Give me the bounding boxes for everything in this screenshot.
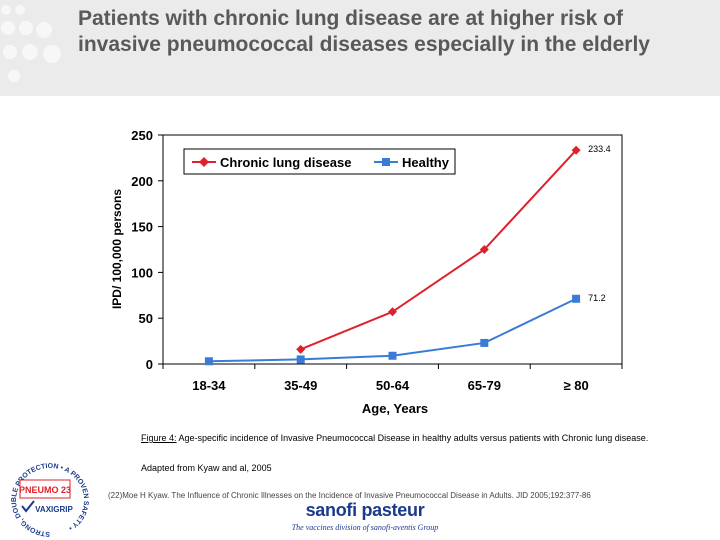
- series-layer: 233.4 71.2: [204, 144, 611, 366]
- data-point-square: [204, 357, 213, 366]
- pneumo-badge: [19, 479, 71, 499]
- y-axis-title: IPD/ 100,000 persons: [110, 189, 124, 309]
- x-tick-label: 50-64: [376, 378, 410, 393]
- data-point-diamond: [388, 307, 397, 317]
- x-tick-label: 18-34: [192, 378, 226, 393]
- x-tick-label: 35-49: [284, 378, 317, 393]
- legend-marker-healthy: [382, 158, 390, 166]
- series-line-0: [300, 149, 577, 351]
- reference-citation: (22)Moe H Kyaw. The Influence of Chronic…: [108, 491, 591, 500]
- decorative-dots: [1, 5, 61, 82]
- y-axis: 0 50 100 150 200 250: [131, 128, 164, 372]
- pneumo-logo-text: PNEUMO 23: [19, 485, 71, 495]
- legend-marker-chronic: [199, 157, 209, 167]
- data-point-diamond: [479, 245, 489, 254]
- title-band: [0, 0, 720, 96]
- data-point-diamond: [571, 145, 581, 155]
- chart-legend: Chronic lung disease Healthy: [183, 148, 456, 175]
- pneumo-vaxigrip-logo: STRONG, DOUBLE PROTECTION • A PROVEN SAF…: [11, 463, 89, 537]
- vaxigrip-logo-text: VAXIGRIP: [35, 505, 73, 514]
- data-point-square: [572, 294, 581, 303]
- legend-label-healthy: Healthy: [402, 155, 450, 170]
- sanofi-name: sanofi pasteur: [305, 500, 425, 520]
- data-point-square: [296, 355, 305, 364]
- slide-title: Patients with chronic lung disease are a…: [78, 7, 650, 56]
- figure-number: Figure 4:: [141, 433, 177, 443]
- y-tick-label: 150: [131, 220, 153, 235]
- sanofi-pasteur-logo: sanofi pasteur The vaccines division of …: [290, 500, 440, 532]
- y-tick-label: 100: [131, 265, 153, 280]
- y-tick-label: 50: [139, 311, 153, 326]
- legend-label-chronic: Chronic lung disease: [220, 155, 351, 170]
- data-point-square: [480, 338, 489, 347]
- y-tick-label: 250: [131, 128, 153, 143]
- x-tick-label: ≥ 80: [563, 378, 588, 393]
- checkmark-icon: [21, 500, 35, 513]
- figure-caption: Figure 4: Age-specific incidence of Inva…: [141, 433, 661, 444]
- data-point-diamond: [296, 344, 306, 354]
- x-axis-title: Age, Years: [362, 401, 428, 416]
- pneumo-ring-text: STRONG, DOUBLE PROTECTION • A PROVEN SAF…: [11, 463, 89, 537]
- data-label: 233.4: [588, 144, 611, 154]
- x-axis: 18-34 35-49 50-64 65-79 ≥ 80: [162, 363, 623, 393]
- data-label: 71.2: [588, 293, 606, 303]
- data-point-square: [388, 351, 397, 360]
- figure-caption-text: Age-specific incidence of Invasive Pneum…: [176, 433, 649, 443]
- y-tick-label: 0: [146, 357, 153, 372]
- sanofi-tagline: The vaccines division of sanofi-aventis …: [291, 523, 439, 532]
- x-tick-label: 65-79: [468, 378, 501, 393]
- adapted-from: Adapted from Kyaw and al, 2005: [141, 463, 272, 473]
- legend-box: [183, 148, 456, 175]
- y-tick-label: 200: [131, 174, 153, 189]
